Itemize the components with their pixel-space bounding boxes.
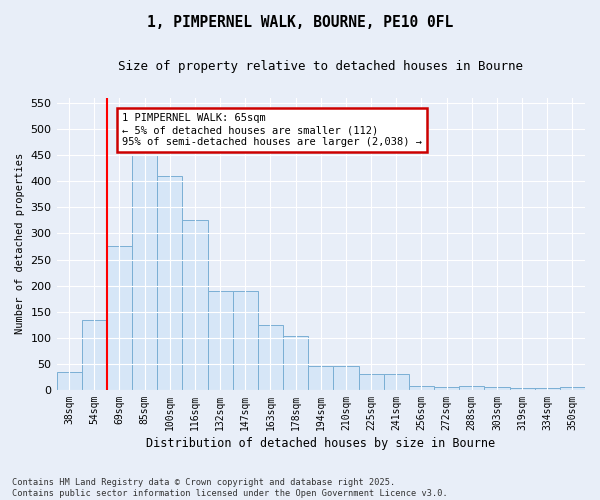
Bar [484, 388, 509, 390]
Bar [459, 386, 484, 390]
Bar [434, 388, 459, 390]
Bar [82, 320, 107, 390]
Text: 1 PIMPERNEL WALK: 65sqm
← 5% of detached houses are smaller (112)
95% of semi-de: 1 PIMPERNEL WALK: 65sqm ← 5% of detached… [122, 114, 422, 146]
Bar [535, 388, 560, 390]
Bar [560, 388, 585, 390]
Bar [359, 374, 383, 390]
Bar [233, 291, 258, 390]
Bar [208, 291, 233, 390]
Text: 1, PIMPERNEL WALK, BOURNE, PE10 0FL: 1, PIMPERNEL WALK, BOURNE, PE10 0FL [147, 15, 453, 30]
Text: Contains HM Land Registry data © Crown copyright and database right 2025.
Contai: Contains HM Land Registry data © Crown c… [12, 478, 448, 498]
Bar [409, 386, 434, 390]
Bar [258, 324, 283, 390]
Bar [308, 366, 334, 390]
Bar [334, 366, 359, 390]
Bar [283, 336, 308, 390]
X-axis label: Distribution of detached houses by size in Bourne: Distribution of detached houses by size … [146, 437, 496, 450]
Bar [383, 374, 409, 390]
Bar [182, 220, 208, 390]
Title: Size of property relative to detached houses in Bourne: Size of property relative to detached ho… [118, 60, 523, 73]
Bar [509, 388, 535, 390]
Bar [56, 372, 82, 390]
Bar [132, 155, 157, 390]
Bar [157, 176, 182, 390]
Bar [107, 246, 132, 390]
Y-axis label: Number of detached properties: Number of detached properties [15, 153, 25, 334]
